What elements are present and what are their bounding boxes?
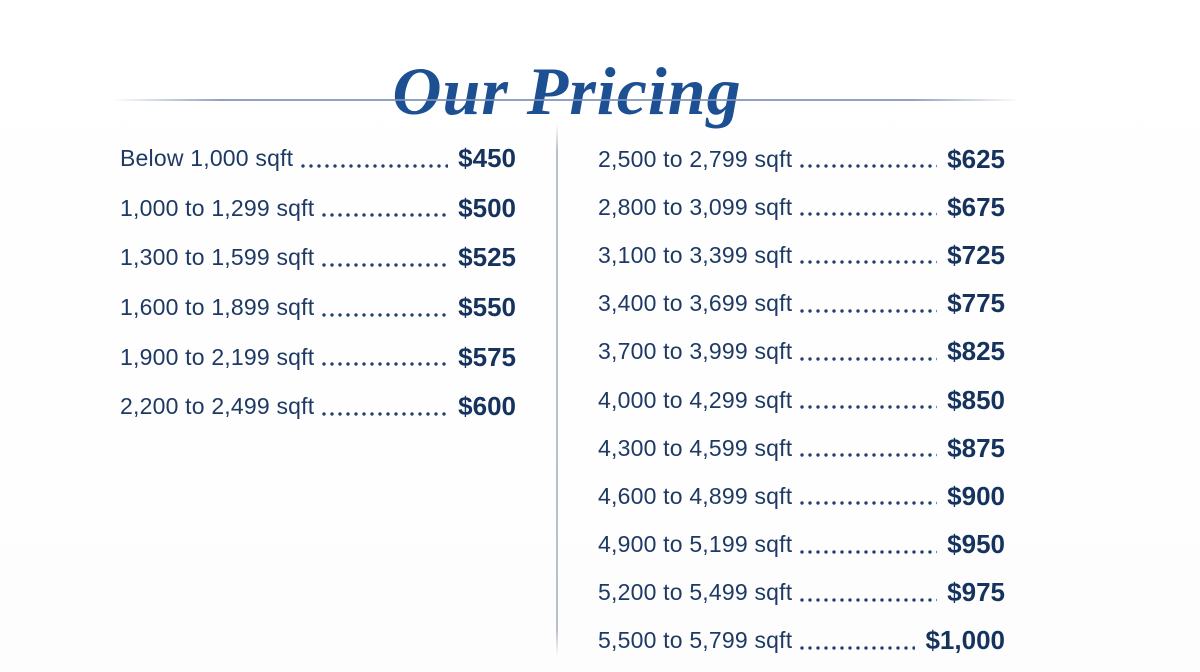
dot-leader xyxy=(800,356,938,361)
price-row: Below 1,000 sqft $450 xyxy=(120,134,516,184)
dot-leader xyxy=(800,501,938,506)
price-row: 5,500 to 5,799 sqft $1,000 xyxy=(598,617,1005,665)
dot-leader xyxy=(800,308,938,313)
price-value: $775 xyxy=(947,288,1005,319)
price-range-label: 4,900 to 5,199 sqft xyxy=(598,531,793,558)
price-value: $675 xyxy=(947,191,1005,222)
price-row: 3,400 to 3,699 sqft $775 xyxy=(598,280,1005,328)
price-range-label: 2,500 to 2,799 sqft xyxy=(598,145,793,172)
price-row: 2,500 to 2,799 sqft $625 xyxy=(598,135,1005,183)
price-range-label: Below 1,000 sqft xyxy=(120,145,294,172)
price-range-label: 5,200 to 5,499 sqft xyxy=(598,579,793,606)
title-underline xyxy=(112,99,1020,101)
price-range-label: 2,200 to 2,499 sqft xyxy=(120,393,315,420)
dot-leader xyxy=(322,312,449,317)
price-value: $825 xyxy=(947,336,1005,367)
page-title: Our Pricing xyxy=(392,52,742,129)
price-value: $575 xyxy=(458,341,516,372)
price-row: 2,200 to 2,499 sqft $600 xyxy=(120,382,516,432)
price-value: $725 xyxy=(947,239,1005,270)
price-range-label: 2,800 to 3,099 sqft xyxy=(598,193,793,220)
price-range-label: 1,600 to 1,899 sqft xyxy=(120,294,315,321)
price-range-label: 4,300 to 4,599 sqft xyxy=(598,434,793,461)
price-row: 3,100 to 3,399 sqft $725 xyxy=(598,231,1005,279)
price-range-label: 3,100 to 3,399 sqft xyxy=(598,241,793,268)
price-value: $850 xyxy=(947,384,1005,415)
dot-leader xyxy=(800,453,938,458)
column-divider xyxy=(556,124,558,656)
dot-leader xyxy=(800,164,938,169)
price-range-label: 1,900 to 2,199 sqft xyxy=(120,343,315,370)
dot-leader xyxy=(301,163,449,168)
price-value: $500 xyxy=(458,192,516,223)
price-value: $625 xyxy=(947,143,1005,174)
dot-leader xyxy=(800,549,938,554)
price-row: 1,000 to 1,299 sqft $500 xyxy=(120,184,516,234)
price-range-label: 3,400 to 3,699 sqft xyxy=(598,290,793,317)
dot-leader xyxy=(800,212,938,217)
price-value: $450 xyxy=(458,143,516,174)
dot-leader xyxy=(322,411,449,416)
dot-leader xyxy=(800,260,938,265)
pricing-column-left: Below 1,000 sqft $450 1,000 to 1,299 sqft $… xyxy=(120,134,516,432)
price-row: 4,000 to 4,299 sqft $850 xyxy=(598,376,1005,424)
dot-leader xyxy=(800,645,916,650)
price-row: 3,700 to 3,999 sqft $825 xyxy=(598,328,1005,376)
price-value: $975 xyxy=(947,577,1005,608)
price-range-label: 1,000 to 1,299 sqft xyxy=(120,194,315,221)
price-row: 1,600 to 1,899 sqft $550 xyxy=(120,283,516,333)
price-row: 4,900 to 5,199 sqft $950 xyxy=(598,521,1005,569)
price-range-label: 4,000 to 4,299 sqft xyxy=(598,386,793,413)
dot-leader xyxy=(800,405,938,410)
price-range-label: 5,500 to 5,799 sqft xyxy=(598,627,793,654)
price-range-label: 1,300 to 1,599 sqft xyxy=(120,244,315,271)
price-row: 1,900 to 2,199 sqft $575 xyxy=(120,332,516,382)
price-row: 4,300 to 4,599 sqft $875 xyxy=(598,424,1005,472)
dot-leader xyxy=(800,597,938,602)
price-value: $900 xyxy=(947,480,1005,511)
dot-leader xyxy=(322,362,449,367)
price-value: $525 xyxy=(458,242,516,273)
dot-leader xyxy=(322,213,449,218)
price-value: $950 xyxy=(947,529,1005,560)
price-row: 4,600 to 4,899 sqft $900 xyxy=(598,472,1005,520)
price-value: $1,000 xyxy=(925,625,1005,656)
price-range-label: 3,700 to 3,999 sqft xyxy=(598,338,793,365)
price-row: 2,800 to 3,099 sqft $675 xyxy=(598,183,1005,231)
dot-leader xyxy=(322,262,449,267)
price-range-label: 4,600 to 4,899 sqft xyxy=(598,482,793,509)
price-value: $600 xyxy=(458,391,516,422)
price-value: $875 xyxy=(947,432,1005,463)
pricing-column-right: 2,500 to 2,799 sqft $625 2,800 to 3,099 sq… xyxy=(598,135,1005,665)
price-value: $550 xyxy=(458,292,516,323)
price-row: 5,200 to 5,499 sqft $975 xyxy=(598,569,1005,617)
price-row: 1,300 to 1,599 sqft $525 xyxy=(120,233,516,283)
